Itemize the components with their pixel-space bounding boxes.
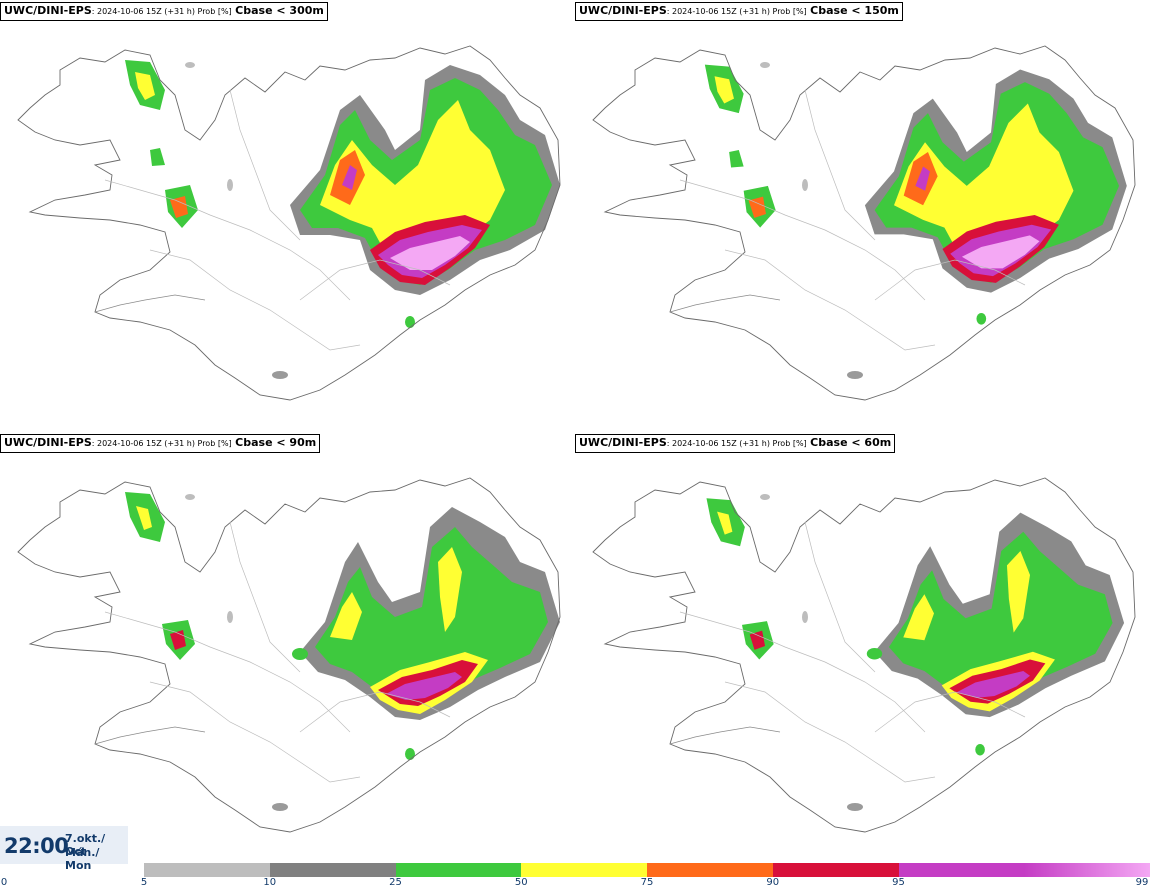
variable-name: Cbase < 300m [235,4,324,17]
panel-title: UWC/DINI-EPS: 2024-10-06 15Z (+31 h) Pro… [0,2,328,21]
colorbar-tick-label: 10 [263,877,277,888]
colorbar-segment [269,863,396,877]
colorbar-segment [144,863,270,877]
run-info: : 2024-10-06 15Z (+31 h) Prob [%] [91,439,232,448]
valid-time: 22:00 [4,834,69,858]
colorbar-tick-label: 50 [514,877,528,888]
map-panel-cbase-90m: UWC/DINI-EPS: 2024-10-06 15Z (+31 h) Pro… [0,432,575,864]
colorbar-tick-label: 95 [892,877,905,888]
colorbar-segment [772,863,899,877]
colorbar-segment [898,863,1025,877]
run-info: : 2024-10-06 15Z (+31 h) Prob [%] [91,7,232,16]
variable-name: Cbase < 150m [810,4,899,17]
iceland-probability-map [17,477,561,833]
variable-name: Cbase < 60m [810,436,892,449]
colorbar-tick-label: 99 [1135,877,1149,888]
colorbar-tick-label: 5 [140,877,148,888]
probability-colorbar [144,863,1150,877]
iceland-probability-map [592,477,1136,833]
colorbar-tick-label: 25 [389,877,402,888]
model-name: UWC/DINI-EPS [4,436,92,449]
model-name: UWC/DINI-EPS [579,4,667,17]
colorbar-segment [647,863,773,877]
model-name: UWC/DINI-EPS [579,436,667,449]
iceland-probability-map [592,45,1136,401]
valid-date-line1: 7.okt./ Oct [65,832,106,858]
colorbar-tick-label: 90 [766,877,780,888]
colorbar-segment [1024,863,1150,877]
run-info: : 2024-10-06 15Z (+31 h) Prob [%] [666,439,807,448]
model-name: UWC/DINI-EPS [4,4,92,17]
iceland-probability-map [17,45,561,401]
valid-date-line2: Mán./ Mon [65,846,100,872]
variable-name: Cbase < 90m [235,436,317,449]
panel-title: UWC/DINI-EPS: 2024-10-06 15Z (+31 h) Pro… [0,434,321,453]
colorbar-tick-label: 75 [640,877,654,888]
map-panel-cbase-300m: UWC/DINI-EPS: 2024-10-06 15Z (+31 h) Pro… [0,0,575,432]
map-panel-cbase-150m: UWC/DINI-EPS: 2024-10-06 15Z (+31 h) Pro… [575,0,1150,432]
map-panel-cbase-60m: UWC/DINI-EPS: 2024-10-06 15Z (+31 h) Pro… [575,432,1150,864]
run-info: : 2024-10-06 15Z (+31 h) Prob [%] [666,7,807,16]
valid-time-box: 22:00 7.okt./ Oct Mán./ Mon [0,826,128,872]
colorbar-tick-label: 0 [0,877,8,888]
panel-title: UWC/DINI-EPS: 2024-10-06 15Z (+31 h) Pro… [575,2,903,21]
colorbar-segment [395,863,522,877]
panel-title: UWC/DINI-EPS: 2024-10-06 15Z (+31 h) Pro… [575,434,896,453]
colorbar-segment [521,863,647,877]
